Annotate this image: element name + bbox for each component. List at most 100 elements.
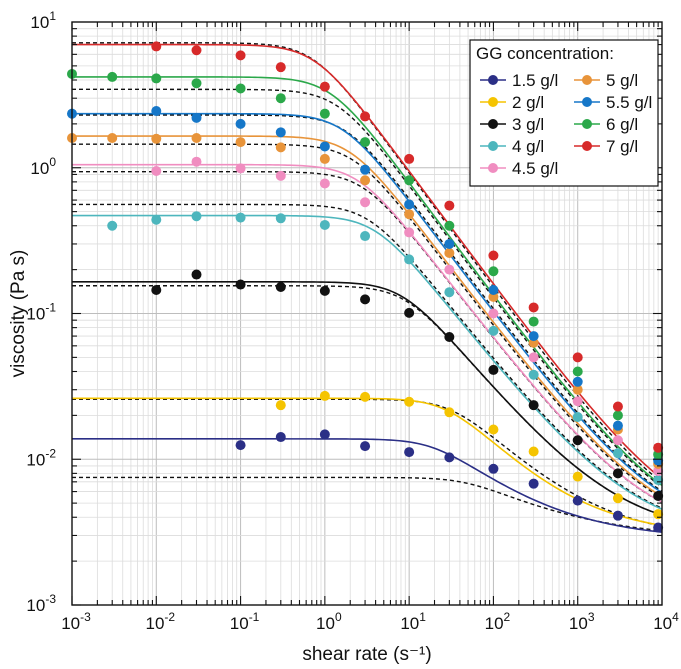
dashed-fit-line [72,88,663,488]
data-point [528,446,539,457]
data-point [488,463,499,474]
data-point [404,307,415,318]
data-point [612,410,623,421]
legend-item: 7 g/l [574,137,638,156]
dashed-fit-line [72,476,663,532]
data-point [275,62,286,73]
data-point [653,522,664,533]
legend-marker [582,75,592,85]
data-point [444,287,455,298]
data-point [275,127,286,138]
data-point [275,170,286,181]
y-tick-label: 101 [30,9,56,32]
legend-item: 4.5 g/l [480,159,558,178]
legend-item: 1.5 g/l [480,71,558,90]
data-point [612,420,623,431]
fit-line [72,214,663,510]
legend-label: 5.5 g/l [606,93,652,112]
data-point [404,227,415,238]
legend-item: 5 g/l [574,71,638,90]
data-point [404,209,415,220]
data-point [612,493,623,504]
data-point [191,211,202,222]
fit-line [72,76,663,487]
data-point [653,475,664,486]
legend-item: 4 g/l [480,137,544,156]
data-point [191,45,202,56]
fit-line [72,281,663,516]
data-point [360,164,371,175]
data-point [444,264,455,275]
data-point [151,165,162,176]
data-point [404,153,415,164]
legend-marker [488,119,498,129]
data-point [488,250,499,261]
data-point [319,153,330,164]
legend-label: 4 g/l [512,137,544,156]
data-point [235,279,246,290]
data-point [275,432,286,443]
data-point [572,396,583,407]
data-point [528,478,539,489]
x-tick-label: 103 [569,610,595,633]
legend-marker [488,75,498,85]
data-point [612,401,623,412]
data-point [653,490,664,501]
data-point [444,407,455,418]
data-point [235,50,246,61]
data-point [572,495,583,506]
y-tick-labels: 10-3 10-2 10-1 100 101 [26,9,56,615]
legend-item: 3 g/l [480,115,544,134]
data-point [444,452,455,463]
legend-marker [488,141,498,151]
legend-marker [582,119,592,129]
data-point [360,137,371,148]
dashed-fit-line [72,285,663,516]
data-point [151,41,162,52]
legend-label: 5 g/l [606,71,638,90]
data-point [275,281,286,292]
data-point [360,294,371,305]
data-point [528,369,539,380]
data-point [107,132,118,143]
data-point [151,214,162,225]
data-point [319,429,330,440]
dashed-fit-line [72,170,663,503]
data-point [360,197,371,208]
legend-label: 6 g/l [606,115,638,134]
data-point [360,231,371,242]
data-point [444,220,455,231]
legend-marker [582,97,592,107]
data-point [275,93,286,104]
data-point [319,81,330,92]
data-point [488,284,499,295]
dashed-fit-line [72,114,663,492]
data-point [319,219,330,230]
x-tick-label: 104 [653,610,679,633]
y-tick-label: 100 [30,155,56,178]
data-point [572,471,583,482]
data-point [360,391,371,402]
legend-label: 4.5 g/l [512,159,558,178]
legend-items: 1.5 g/l 2 g/l 3 g/l 4 g/l 4.5 g/l 5 g/l 5.5 g/… [480,71,652,178]
data-point [235,137,246,148]
data-point [488,424,499,435]
data-point [488,325,499,336]
legend-marker [488,97,498,107]
data-point [444,248,455,259]
data-point [151,73,162,84]
legend: GG concentration: 1.5 g/l 2 g/l 3 g/l 4 g/l… [469,39,659,187]
data-point [275,213,286,224]
data-point [151,133,162,144]
legend-label: 1.5 g/l [512,71,558,90]
data-point [107,220,118,231]
data-point [191,132,202,143]
data-point [151,284,162,295]
y-tick-label: 10-1 [26,301,56,324]
data-point [235,163,246,174]
data-point [488,291,499,302]
data-point [319,141,330,152]
legend-label: 7 g/l [606,137,638,156]
data-point [235,118,246,129]
